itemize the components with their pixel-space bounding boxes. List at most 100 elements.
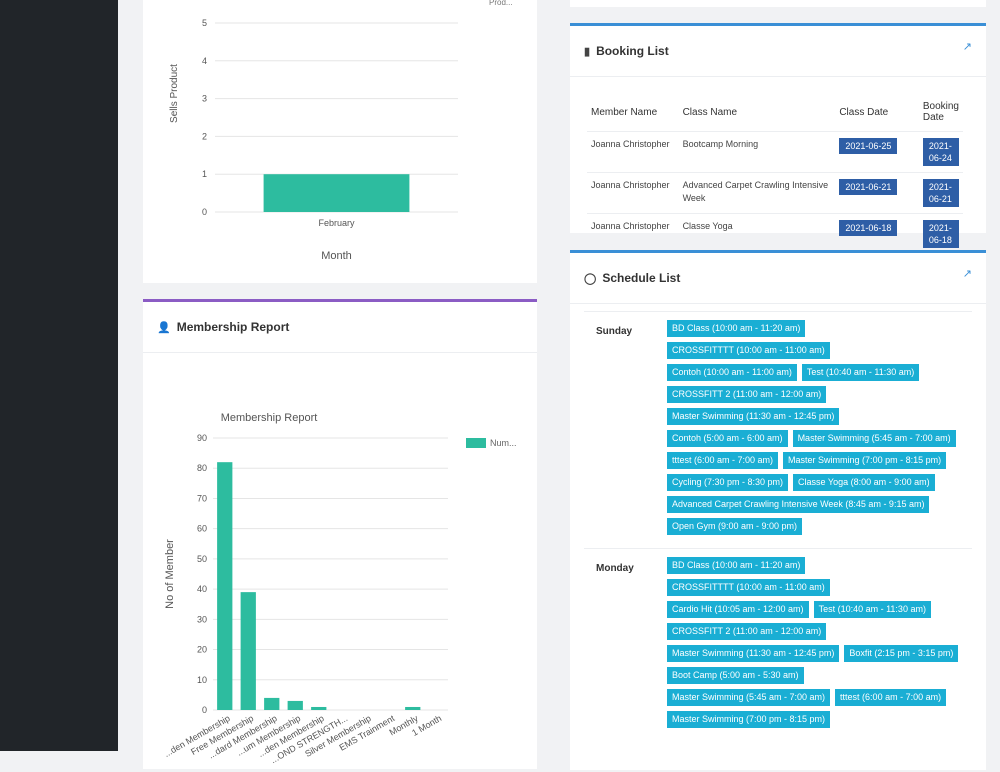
y-tick-label: 0	[202, 207, 207, 217]
class-chip[interactable]: Master Swimming (7:00 pm - 8:15 pm)	[783, 452, 947, 469]
schedule-list-card: ◯ Schedule List ↗ Sunday BD Class (10:00 …	[570, 250, 986, 770]
legend-label: Prod...	[489, 0, 513, 7]
class-chip[interactable]: tttest (6:00 am - 7:00 am)	[835, 689, 947, 706]
column-header: Class Date	[835, 93, 919, 132]
sales-chart: 0 1 2 3 4 5 February Month Sells Product Prod...	[169, 0, 513, 262]
table-row: Joanna Christopher Bootcamp Morning 2021…	[587, 131, 963, 173]
sidebar	[0, 0, 118, 751]
class-chip[interactable]: CROSSFITTTT (10:00 am - 11:00 am)	[667, 342, 830, 359]
class-chip[interactable]: Master Swimming (5:45 am - 7:00 am)	[667, 689, 831, 706]
bar	[287, 700, 303, 710]
y-axis-label: No of Member	[164, 539, 176, 609]
y-tick-label: 80	[197, 463, 207, 473]
external-link-icon[interactable]: ↗	[962, 41, 972, 53]
membership-report-card: 👤 Membership Report Membership Report 0 10…	[143, 299, 537, 769]
day-label: Sunday	[596, 326, 633, 337]
class-name-cell: Advanced Carpet Crawling Intensive Week	[678, 172, 836, 214]
y-tick-label: 3	[202, 94, 207, 104]
class-name-cell: Classe Yoga	[682, 221, 733, 231]
membership-chart: Membership Report0102030405060708090...d…	[162, 412, 517, 765]
class-date-badge: 2021-06-21	[839, 179, 898, 195]
bar	[217, 462, 233, 710]
booking-list-card: ▮ Booking List ↗ Member Name Class Name …	[570, 23, 986, 248]
y-axis-label: Sells Product	[169, 64, 180, 123]
x-tick-label: February	[318, 218, 355, 228]
y-tick-label: 30	[197, 614, 207, 624]
class-chip[interactable]: Test (10:40 am - 11:30 am)	[813, 601, 931, 618]
membership-report-header: 👤 Membership Report	[143, 302, 537, 353]
y-tick-label: 0	[202, 705, 207, 715]
class-chip[interactable]: Contoh (5:00 am - 6:00 am)	[667, 430, 788, 447]
column-header: Class Name	[678, 93, 836, 132]
schedule-day: Sunday BD Class (10:00 am - 11:20 am) CROS…	[584, 311, 972, 548]
class-chip[interactable]: Open Gym (9:00 am - 9:00 pm)	[667, 518, 803, 535]
class-chip[interactable]: Test (10:40 am - 11:30 am)	[801, 364, 920, 381]
column-header: Member Name	[587, 93, 679, 132]
member-name-cell: Joanna Christopher	[587, 172, 679, 214]
bar	[263, 174, 410, 212]
schedule-list-title: Schedule List	[602, 271, 681, 285]
class-chip[interactable]: Master Swimming (7:00 pm - 8:15 pm)	[667, 711, 831, 728]
class-chip[interactable]: Classe Yoga (8:00 am - 9:00 am)	[793, 474, 935, 491]
chart-title: Membership Report	[221, 412, 318, 424]
class-chip[interactable]: CROSSFITTTT (10:00 am - 11:00 am)	[667, 579, 830, 596]
circle-icon: ◯	[584, 272, 597, 285]
table-header-row: Member Name Class Name Class Date Bookin…	[587, 93, 963, 132]
y-tick-label: 70	[197, 493, 207, 503]
class-chip[interactable]: tttest (6:00 am - 7:00 am)	[667, 452, 779, 469]
column-header: Booking Date	[918, 93, 963, 132]
class-chip[interactable]: Master Swimming (11:30 am - 12:45 pm)	[667, 645, 840, 662]
y-tick-label: 4	[202, 56, 207, 66]
bar	[264, 697, 280, 710]
class-chip[interactable]: Master Swimming (11:30 am - 12:45 pm)	[667, 408, 840, 425]
member-name-cell: Joanna Christopher	[591, 221, 670, 231]
y-tick-label: 40	[197, 584, 207, 594]
user-icon: 👤	[157, 321, 171, 334]
booking-date-badge: 2021-06-18	[922, 220, 959, 248]
booking-date-badge: 2021-06-21	[922, 179, 959, 207]
class-chip[interactable]: Cardio Hit (10:05 am - 12:00 am)	[667, 601, 809, 618]
y-tick-label: 5	[202, 18, 207, 28]
table-row: Joanna Christopher Advanced Carpet Crawl…	[587, 172, 963, 214]
class-name-cell: Bootcamp Morning	[678, 131, 836, 173]
day-label: Monday	[596, 563, 634, 574]
membership-report-title: Membership Report	[176, 320, 290, 334]
bar	[240, 592, 256, 710]
class-chip[interactable]: BD Class (10:00 am - 11:20 am)	[667, 557, 806, 574]
legend-label: Num...	[490, 438, 517, 448]
y-tick-label: 50	[197, 554, 207, 564]
top-card-fragment	[570, 0, 986, 7]
legend-swatch	[466, 438, 486, 448]
y-tick-label: 60	[197, 524, 207, 534]
class-chip[interactable]: CROSSFITT 2 (11:00 am - 12:00 am)	[667, 386, 827, 403]
class-chip[interactable]: Boxfit (2:15 pm - 3:15 pm)	[844, 645, 959, 662]
class-date-badge: 2021-06-25	[839, 138, 898, 154]
schedule-day: Monday BD Class (10:00 am - 11:20 am) CROS…	[584, 548, 972, 741]
schedule-list-header: ◯ Schedule List	[570, 253, 986, 304]
class-chip[interactable]: Advanced Carpet Crawling Intensive Week …	[667, 496, 930, 513]
y-tick-label: 1	[202, 169, 207, 179]
y-tick-label: 90	[197, 433, 207, 443]
class-chip[interactable]: Master Swimming (5:45 am - 7:00 am)	[792, 430, 956, 447]
class-date-badge: 2021-06-18	[839, 220, 898, 236]
external-link-icon[interactable]: ↗	[962, 268, 972, 280]
class-chip-list: BD Class (10:00 am - 11:20 am) CROSSFITTT…	[667, 320, 967, 540]
table-row: Joanna Christopher Classe Yoga 2021-06-1…	[587, 214, 963, 255]
y-tick-label: 10	[197, 675, 207, 685]
bar	[311, 706, 327, 710]
class-chip[interactable]: Boot Camp (5:00 am - 5:30 am)	[667, 667, 804, 684]
member-name-cell: Joanna Christopher	[587, 131, 679, 173]
class-chip[interactable]: CROSSFITT 2 (11:00 am - 12:00 am)	[667, 623, 827, 640]
booking-list-title: Booking List	[596, 44, 669, 58]
class-chip-list: BD Class (10:00 am - 11:20 am) CROSSFITTT…	[667, 557, 967, 733]
booking-table: Member Name Class Name Class Date Bookin…	[587, 93, 963, 254]
book-icon: ▮	[584, 45, 591, 58]
class-chip[interactable]: Cycling (7:30 pm - 8:30 pm)	[667, 474, 789, 491]
y-tick-label: 20	[197, 645, 207, 655]
class-chip[interactable]: Contoh (10:00 am - 11:00 am)	[667, 364, 797, 381]
booking-list-header: ▮ Booking List	[570, 26, 986, 77]
sales-report-card: 0 1 2 3 4 5 February Month Sells Product Prod...	[143, 0, 537, 283]
schedule-list: Sunday BD Class (10:00 am - 11:20 am) CROS…	[584, 311, 972, 741]
booking-date-badge: 2021-06-24	[922, 138, 959, 166]
class-chip[interactable]: BD Class (10:00 am - 11:20 am)	[667, 320, 806, 337]
